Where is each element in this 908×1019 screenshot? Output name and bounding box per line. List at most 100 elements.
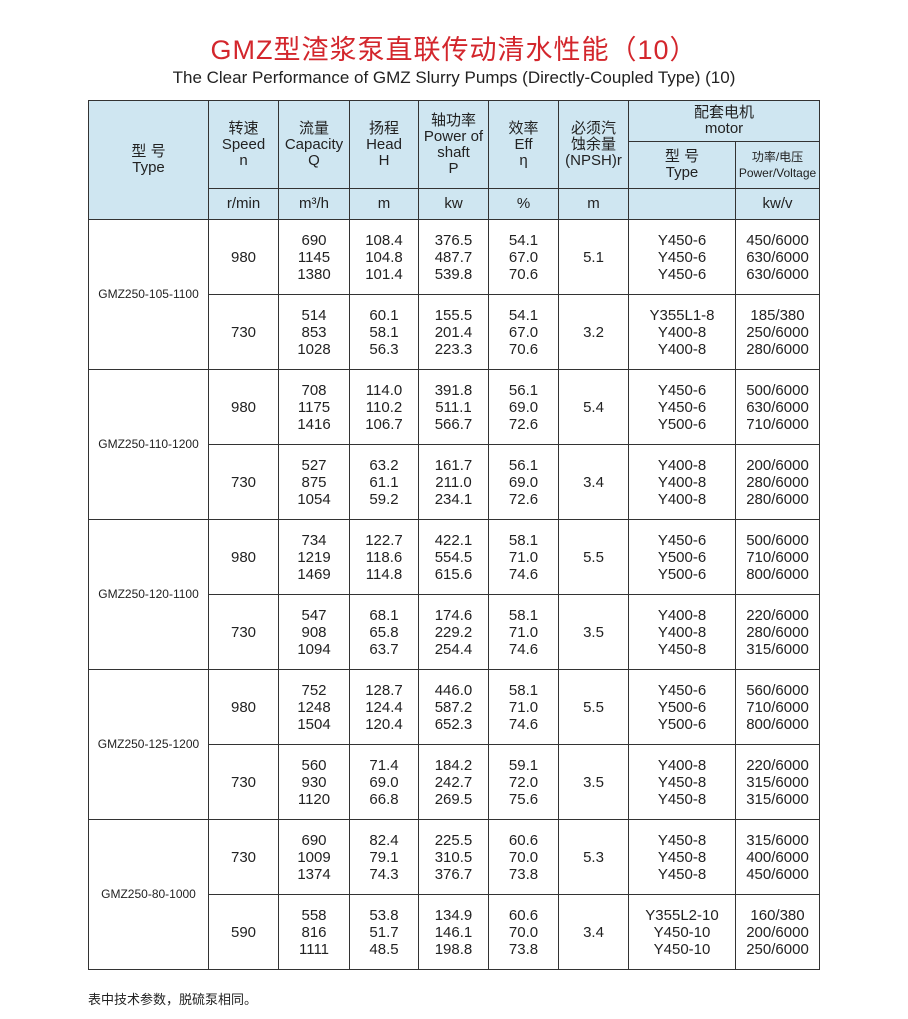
power-cell-value: 211.0 — [435, 473, 472, 491]
header-line: Eff — [514, 135, 533, 153]
capacity-cell: 708 1175 1416 — [278, 369, 350, 445]
capacity-cell-value: 514 — [301, 306, 327, 324]
header-eff: 效率 Eff η — [488, 100, 559, 189]
motor-type-cell-value: Y450-6 — [657, 248, 707, 266]
unit-eff: % — [488, 188, 559, 220]
eff-cell-value: 54.1 — [508, 231, 539, 249]
power-voltage-cell: 220/6000 280/6000 315/6000 — [734, 594, 821, 670]
unit-speed: r/min — [208, 188, 279, 220]
head-cell-value: 51.7 — [369, 923, 399, 941]
motor-type-cell-value: Y450-8 — [657, 865, 707, 883]
head-cell: 114.0 110.2 106.7 — [349, 369, 419, 445]
header-npsh: 必须汽 蚀余量 (NPSH)r — [558, 100, 629, 189]
performance-table: 型 号 Type 转速 Speed n 流量 Capacity Q 扬程 Head H 轴功率… — [88, 100, 821, 970]
head-cell-value: 59.2 — [369, 490, 399, 508]
capacity-cell: 514 853 1028 — [278, 294, 350, 370]
header-line: Speed — [221, 135, 266, 153]
capacity-cell-value: 853 — [301, 323, 327, 341]
pump-type-cell: GMZ250-80-1000 — [88, 819, 209, 970]
table-row: 730 514 853 1028 60.1 58.1 56.3 155.5 201.4 223.3… — [89, 294, 821, 370]
speed-cell: 730 — [208, 294, 279, 370]
eff-cell: 56.1 69.0 72.6 — [488, 444, 559, 520]
capacity-cell-value: 690 — [301, 831, 327, 849]
eff-cell-value: 54.1 — [508, 306, 539, 324]
head-cell-value: 79.1 — [369, 848, 399, 866]
unit-head: m — [349, 188, 419, 220]
capacity-cell-value: 1054 — [297, 490, 331, 508]
header-line: 效率 — [508, 119, 539, 137]
motor-type-cell: Y400-8 Y450-8 Y450-8 — [628, 744, 736, 820]
eff-cell: 60.6 70.0 73.8 — [488, 819, 559, 895]
header-line: Capacity — [284, 135, 344, 153]
eff-cell-value: 69.0 — [508, 398, 539, 416]
header-line: Type — [665, 164, 699, 181]
power-cell: 391.8 511.1 566.7 — [418, 369, 489, 445]
power-voltage-cell: 500/6000 630/6000 710/6000 — [734, 369, 821, 445]
capacity-cell-value: 558 — [301, 906, 327, 924]
header-line: 转速 — [228, 119, 259, 137]
power-cell: 134.9 146.1 198.8 — [418, 894, 489, 970]
capacity-cell-value: 1380 — [297, 265, 331, 283]
npsh-cell: 5.5 — [558, 519, 629, 595]
eff-cell-value: 74.6 — [508, 565, 539, 583]
capacity-cell-value: 560 — [301, 756, 327, 774]
head-cell-value: 65.8 — [369, 623, 399, 641]
power-voltage-cell-value: 280/6000 — [746, 623, 809, 641]
capacity-cell-value: 1120 — [297, 790, 331, 808]
motor-type-cell-value: Y450-10 — [653, 923, 711, 941]
power-voltage-cell-value: 710/6000 — [746, 415, 809, 433]
head-cell-value: 68.1 — [369, 606, 399, 624]
eff-cell-value: 75.6 — [508, 790, 539, 808]
power-voltage-cell-value: 400/6000 — [746, 848, 809, 866]
head-cell-value: 101.4 — [365, 265, 403, 283]
power-cell-value: 487.7 — [434, 248, 473, 266]
power-voltage-cell-value: 315/6000 — [746, 640, 809, 658]
motor-type-cell: Y400-8 Y400-8 Y400-8 — [628, 444, 736, 520]
power-cell-value: 391.8 — [434, 381, 473, 399]
capacity-cell-value: 1416 — [297, 415, 331, 433]
motor-type-cell-value: Y500-6 — [657, 415, 707, 433]
head-cell-value: 53.8 — [369, 906, 399, 924]
motor-type-cell: Y450-6 Y450-6 Y500-6 — [628, 369, 736, 445]
eff-cell-value: 70.6 — [508, 340, 539, 358]
speed-cell: 980 — [208, 369, 279, 445]
head-cell: 53.8 51.7 48.5 — [349, 894, 419, 970]
header-line: 流量 — [298, 119, 329, 137]
power-voltage-cell: 220/6000 315/6000 315/6000 — [734, 744, 821, 820]
eff-cell: 56.1 69.0 72.6 — [488, 369, 559, 445]
power-voltage-cell: 315/6000 400/6000 450/6000 — [734, 819, 821, 895]
power-cell: 422.1 554.5 615.6 — [418, 519, 489, 595]
eff-cell: 60.6 70.0 73.8 — [488, 894, 559, 970]
power-voltage-cell-value: 200/6000 — [746, 456, 809, 474]
header-speed: 转速 Speed n — [208, 100, 279, 189]
speed-cell: 980 — [208, 669, 279, 745]
power-cell: 161.7 211.0 234.1 — [418, 444, 489, 520]
speed-cell: 590 — [208, 894, 279, 970]
npsh-cell: 5.5 — [558, 669, 629, 745]
capacity-cell-value: 1094 — [297, 640, 331, 658]
power-voltage-cell-value: 250/6000 — [746, 323, 809, 341]
power-cell: 174.6 229.2 254.4 — [418, 594, 489, 670]
eff-cell-value: 60.6 — [508, 906, 539, 924]
head-cell-value: 56.3 — [369, 340, 399, 358]
capacity-cell: 547 908 1094 — [278, 594, 350, 670]
table-row: GMZ250-110-1200 980 708 1175 1416 114.0 110.2 1… — [88, 369, 821, 520]
pump-type-cell: GMZ250-125-1200 — [88, 669, 209, 820]
head-cell-value: 108.4 — [365, 231, 403, 249]
eff-cell-value: 56.1 — [508, 381, 539, 399]
motor-type-cell-value: Y355L2-10 — [645, 906, 719, 924]
header-line: 功率/电压 — [751, 150, 804, 164]
eff-cell-value: 73.8 — [508, 940, 539, 958]
capacity-cell-value: 1374 — [297, 865, 331, 883]
eff-cell-value: 58.1 — [508, 681, 539, 699]
capacity-cell: 690 1145 1380 — [278, 219, 350, 295]
table-row: 590 558 816 1111 53.8 51.7 48.5 134.9 146.1 198.8… — [89, 894, 821, 970]
eff-cell-value: 58.1 — [508, 606, 539, 624]
head-cell-value: 48.5 — [369, 940, 399, 958]
table-body: GMZ250-105-1100 980 690 1145 1380 108.4 104.8 1… — [88, 219, 821, 970]
head-cell-value: 110.2 — [365, 398, 403, 416]
motor-type-cell-value: Y500-6 — [657, 565, 707, 583]
motor-type-cell-value: Y450-8 — [657, 790, 707, 808]
motor-type-cell-value: Y500-6 — [657, 715, 707, 733]
power-cell-value: 376.7 — [434, 865, 473, 883]
